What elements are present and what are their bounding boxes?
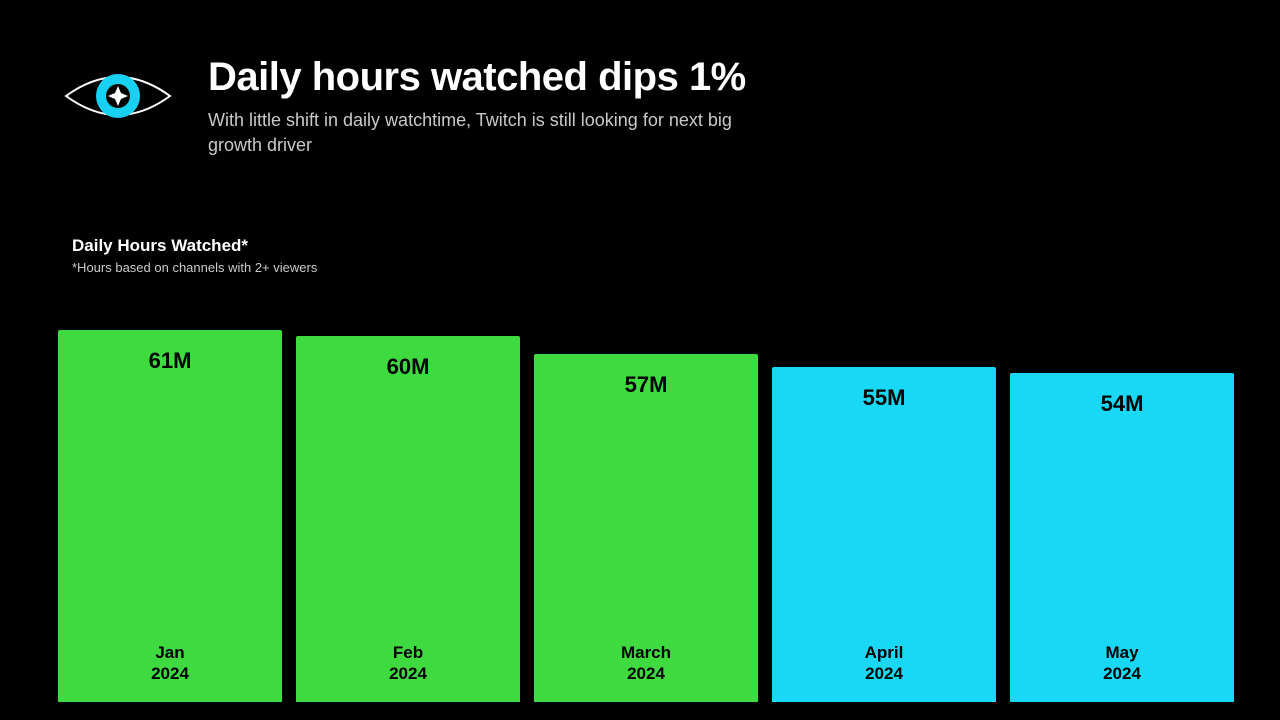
eye-logo-icon xyxy=(58,56,178,136)
bar-value: 61M xyxy=(58,348,282,374)
bar-value: 57M xyxy=(534,372,758,398)
bar-chart: 61M Jan 2024 60M Feb 2024 57M March 2024 55M April… xyxy=(58,330,1234,702)
bar-label: Jan 2024 xyxy=(58,642,282,685)
bar-value: 55M xyxy=(772,385,996,411)
bar-label: May 2024 xyxy=(1010,642,1234,685)
section-title-block: Daily Hours Watched* *Hours based on cha… xyxy=(72,236,317,275)
header: Daily hours watched dips 1% With little … xyxy=(58,52,768,158)
bar: 55M April 2024 xyxy=(772,367,996,702)
bar-month: April xyxy=(865,643,904,662)
bar: 60M Feb 2024 xyxy=(296,336,520,702)
bar-year: 2024 xyxy=(151,664,189,683)
subhead: With little shift in daily watchtime, Tw… xyxy=(208,108,768,158)
bar: 61M Jan 2024 xyxy=(58,330,282,702)
headline-block: Daily hours watched dips 1% With little … xyxy=(208,52,768,158)
bar-month: May xyxy=(1105,643,1138,662)
headline: Daily hours watched dips 1% xyxy=(208,56,768,98)
bar-year: 2024 xyxy=(389,664,427,683)
bar-month: Jan xyxy=(155,643,184,662)
section-note: *Hours based on channels with 2+ viewers xyxy=(72,260,317,275)
bar-month: Feb xyxy=(393,643,423,662)
bar: 54M May 2024 xyxy=(1010,373,1234,702)
page-root: Daily hours watched dips 1% With little … xyxy=(0,0,1280,720)
bar-label: April 2024 xyxy=(772,642,996,685)
section-title: Daily Hours Watched* xyxy=(72,236,317,256)
bar-month: March xyxy=(621,643,671,662)
bar: 57M March 2024 xyxy=(534,354,758,702)
bar-year: 2024 xyxy=(1103,664,1141,683)
bar-year: 2024 xyxy=(865,664,903,683)
bar-label: March 2024 xyxy=(534,642,758,685)
bar-value: 60M xyxy=(296,354,520,380)
bar-label: Feb 2024 xyxy=(296,642,520,685)
bar-year: 2024 xyxy=(627,664,665,683)
bar-value: 54M xyxy=(1010,391,1234,417)
